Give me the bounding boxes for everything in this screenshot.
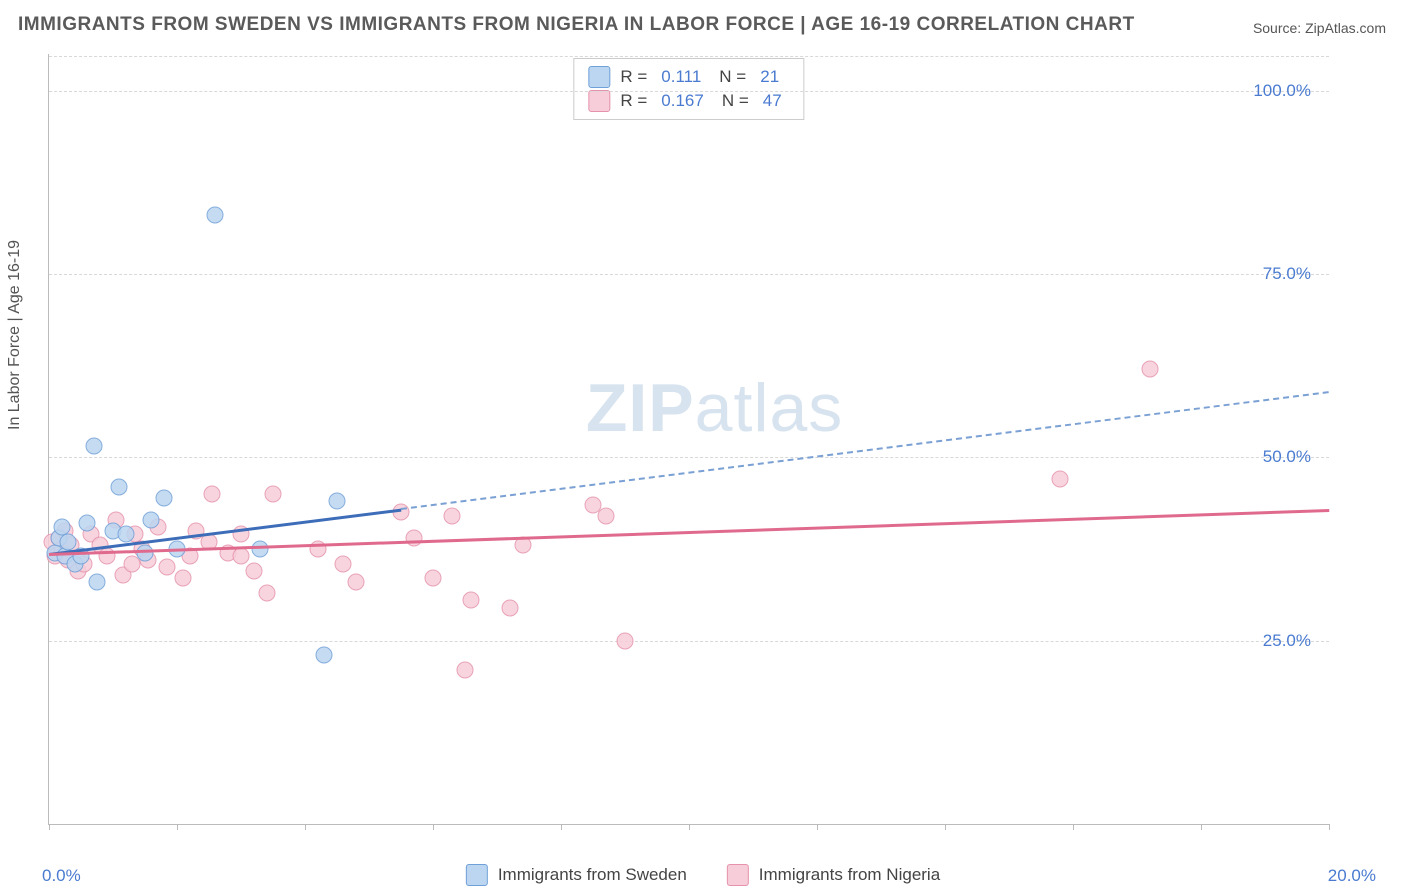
x-tick — [177, 824, 178, 830]
data-point — [457, 662, 474, 679]
data-point — [335, 555, 352, 572]
swatch-nigeria — [727, 864, 749, 886]
data-point — [159, 559, 176, 576]
legend-row-nigeria: R = 0.167 N = 47 — [588, 89, 789, 113]
data-point — [617, 632, 634, 649]
data-point — [79, 515, 96, 532]
trend-line — [401, 391, 1329, 510]
x-tick — [561, 824, 562, 830]
gridline — [49, 274, 1329, 275]
legend-label-sweden: Immigrants from Sweden — [498, 865, 687, 885]
data-point — [1052, 471, 1069, 488]
data-point — [405, 530, 422, 547]
data-point — [245, 563, 262, 580]
chart-plot-area: ZIPatlas R = 0.111 N = 21 R = 0.167 N = … — [48, 54, 1329, 825]
data-point — [85, 438, 102, 455]
watermark: ZIPatlas — [586, 369, 843, 447]
data-point — [233, 548, 250, 565]
legend-item-nigeria: Immigrants from Nigeria — [727, 864, 940, 886]
data-point — [156, 489, 173, 506]
data-point — [329, 493, 346, 510]
data-point — [597, 508, 614, 525]
data-point — [265, 486, 282, 503]
x-tick — [1073, 824, 1074, 830]
legend-n-value-nigeria: 47 — [763, 89, 782, 113]
gridline — [49, 91, 1329, 92]
legend-r-label: R = — [620, 65, 647, 89]
legend-r-value-nigeria: 0.167 — [661, 89, 704, 113]
y-tick-label: 100.0% — [1253, 81, 1311, 101]
legend-item-sweden: Immigrants from Sweden — [466, 864, 687, 886]
x-tick — [817, 824, 818, 830]
legend-row-sweden: R = 0.111 N = 21 — [588, 65, 789, 89]
data-point — [207, 207, 224, 224]
data-point — [60, 533, 77, 550]
correlation-legend: R = 0.111 N = 21 R = 0.167 N = 47 — [573, 58, 804, 120]
gridline — [49, 641, 1329, 642]
swatch-sweden — [466, 864, 488, 886]
x-tick — [1329, 824, 1330, 830]
gridline — [49, 56, 1329, 57]
x-tick — [305, 824, 306, 830]
data-point — [425, 570, 442, 587]
data-point — [444, 508, 461, 525]
series-legend: Immigrants from Sweden Immigrants from N… — [466, 864, 940, 886]
x-axis-min-label: 0.0% — [42, 866, 81, 886]
y-tick-label: 50.0% — [1263, 447, 1311, 467]
x-axis-max-label: 20.0% — [1328, 866, 1376, 886]
data-point — [258, 585, 275, 602]
y-tick-label: 25.0% — [1263, 631, 1311, 651]
x-tick — [49, 824, 50, 830]
data-point — [175, 570, 192, 587]
legend-r-value-sweden: 0.111 — [661, 65, 701, 89]
legend-n-value-sweden: 21 — [760, 65, 779, 89]
data-point — [204, 486, 221, 503]
source-link[interactable]: ZipAtlas.com — [1305, 20, 1386, 36]
data-point — [89, 574, 106, 591]
data-point — [463, 592, 480, 609]
data-point — [316, 647, 333, 664]
y-axis-label: In Labor Force | Age 16-19 — [6, 240, 24, 430]
data-point — [1141, 361, 1158, 378]
watermark-bold: ZIP — [586, 370, 695, 446]
swatch-nigeria — [588, 90, 610, 112]
data-point — [348, 574, 365, 591]
data-point — [143, 511, 160, 528]
source-prefix: Source: — [1253, 20, 1305, 36]
x-tick — [433, 824, 434, 830]
data-point — [111, 478, 128, 495]
chart-title: IMMIGRANTS FROM SWEDEN VS IMMIGRANTS FRO… — [18, 14, 1135, 36]
gridline — [49, 457, 1329, 458]
source-attribution: Source: ZipAtlas.com — [1253, 20, 1386, 36]
y-tick-label: 75.0% — [1263, 264, 1311, 284]
legend-label-nigeria: Immigrants from Nigeria — [759, 865, 940, 885]
x-tick — [945, 824, 946, 830]
legend-n-label: N = — [719, 65, 746, 89]
data-point — [252, 541, 269, 558]
x-tick — [1201, 824, 1202, 830]
x-tick — [689, 824, 690, 830]
legend-r-label: R = — [620, 89, 647, 113]
watermark-rest: atlas — [695, 370, 844, 446]
swatch-sweden — [588, 66, 610, 88]
legend-n-label: N = — [722, 89, 749, 113]
data-point — [501, 599, 518, 616]
data-point — [117, 526, 134, 543]
